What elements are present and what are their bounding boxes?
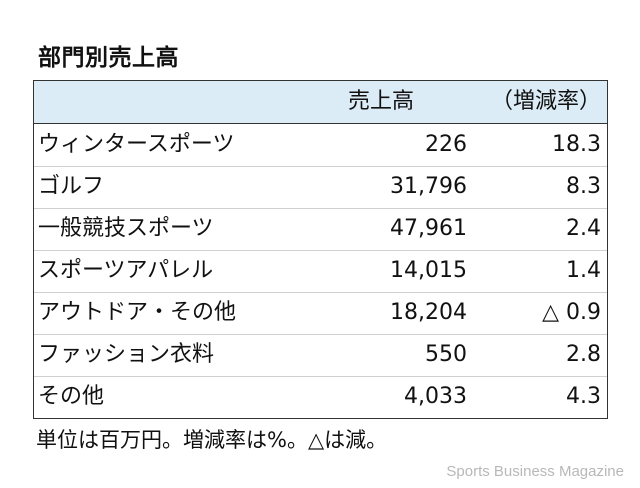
row-rate: 4.3 <box>566 384 601 409</box>
row-rate: 18.3 <box>552 132 601 157</box>
row-sales: 18,204 <box>390 300 467 325</box>
row-rate: 8.3 <box>566 174 601 199</box>
table-row: ゴルフ 31,796 8.3 <box>34 166 607 209</box>
row-rate: △ 0.9 <box>542 300 601 325</box>
row-rate: 2.8 <box>566 342 601 367</box>
header-rate: （増減率） <box>490 89 601 114</box>
row-sales: 47,961 <box>390 216 467 241</box>
row-sales: 226 <box>425 132 467 157</box>
table-row: その他 4,033 4.3 <box>34 376 607 419</box>
row-category: 一般競技スポーツ <box>38 216 214 241</box>
row-sales: 14,015 <box>390 258 467 283</box>
table-header-row: 売上高 （増減率） <box>34 81 607 124</box>
row-sales: 550 <box>425 342 467 367</box>
row-sales: 31,796 <box>390 174 467 199</box>
row-rate: 1.4 <box>566 258 601 283</box>
row-sales: 4,033 <box>404 384 467 409</box>
table-row: アウトドア・その他 18,204 △ 0.9 <box>34 292 607 335</box>
row-rate: 2.4 <box>566 216 601 241</box>
table-row: スポーツアパレル 14,015 1.4 <box>34 250 607 293</box>
sales-table: 売上高 （増減率） ウィンタースポーツ 226 18.3 ゴルフ 31,796 … <box>33 80 608 419</box>
brand-watermark: Sports Business Magazine <box>446 463 624 480</box>
table-row: ウィンタースポーツ 226 18.3 <box>34 124 607 167</box>
row-category: アウトドア・その他 <box>38 300 237 325</box>
row-category: ウィンタースポーツ <box>38 132 235 157</box>
row-category: その他 <box>38 384 105 409</box>
header-sales: 売上高 <box>348 89 415 114</box>
footnote: 単位は百万円。増減率は%。△は減。 <box>36 428 388 452</box>
row-category: ゴルフ <box>38 174 105 199</box>
table-row: 一般競技スポーツ 47,961 2.4 <box>34 208 607 251</box>
row-category: スポーツアパレル <box>38 258 214 283</box>
table-row: ファッション衣料 550 2.8 <box>34 334 607 377</box>
page-title: 部門別売上高 <box>38 45 179 71</box>
row-category: ファッション衣料 <box>38 342 215 367</box>
